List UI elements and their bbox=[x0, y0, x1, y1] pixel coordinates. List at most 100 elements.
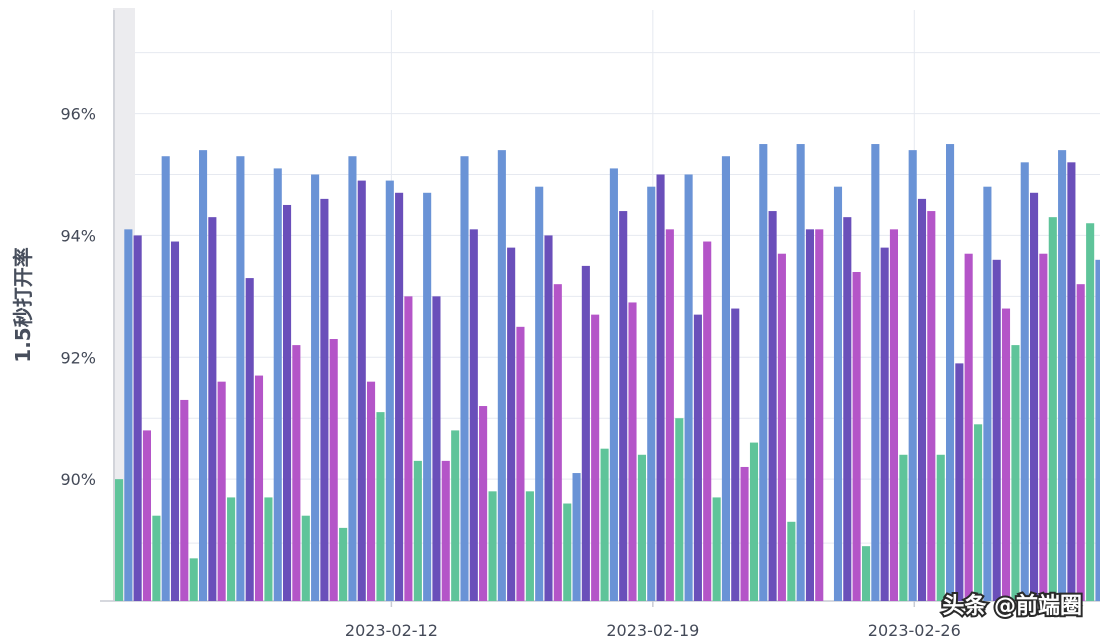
bar-s1-g6 bbox=[348, 156, 357, 601]
bar-s1-g12 bbox=[572, 473, 581, 601]
bar-s3-g4 bbox=[292, 345, 301, 601]
bar-s0-g16 bbox=[712, 497, 721, 601]
bar-s3-g20 bbox=[889, 229, 898, 601]
bar-s3-g24 bbox=[1039, 253, 1048, 601]
x-tick-labels: 2023-02-12 2023-02-19 2023-02-26 bbox=[345, 601, 961, 640]
bar-s0-g12 bbox=[563, 503, 572, 601]
bar-s1-g23 bbox=[983, 186, 992, 601]
bar-s2-g3 bbox=[245, 278, 254, 601]
bar-s3-g16 bbox=[740, 466, 749, 601]
y-tick-labels: 90% 92% 94% 96% bbox=[60, 105, 96, 490]
bar-s2-g1 bbox=[170, 241, 180, 602]
bar-s2-g21 bbox=[917, 198, 927, 601]
bar-s0-g7 bbox=[376, 412, 385, 601]
bar-s2-g23 bbox=[992, 259, 1001, 601]
bar-s2-g11 bbox=[544, 235, 553, 601]
bar-s3-g13 bbox=[628, 302, 637, 601]
bar-s2-g7 bbox=[395, 192, 404, 601]
bar-s1-g13 bbox=[609, 168, 618, 602]
bar-s1-g11 bbox=[535, 186, 544, 601]
bar-s2-g5 bbox=[320, 198, 329, 601]
bar-s0-g14 bbox=[637, 454, 646, 601]
bar-s3-g18 bbox=[815, 229, 824, 601]
bar-s2-g13 bbox=[619, 211, 628, 601]
bar-s3-g3 bbox=[254, 375, 264, 601]
bar-s3-g0 bbox=[142, 430, 151, 601]
bar-s3-g2 bbox=[217, 381, 226, 601]
bar-s3-g7 bbox=[404, 296, 413, 601]
x-tick-label: 2023-02-19 bbox=[606, 621, 699, 640]
bar-s0-g11 bbox=[525, 491, 534, 601]
watermark-text: 头条 @前端圈 bbox=[942, 593, 1082, 619]
y-tick-label: 94% bbox=[60, 226, 96, 245]
bar-s0-g24 bbox=[1011, 345, 1020, 601]
bar-s0-g2 bbox=[189, 558, 198, 601]
bar-s1-g21 bbox=[908, 150, 917, 601]
bar-s3-g6 bbox=[367, 381, 376, 601]
bar-s1-g3 bbox=[236, 156, 245, 601]
bar-s3-g14 bbox=[665, 229, 674, 601]
bar-s3-g23 bbox=[1001, 308, 1011, 601]
bar-s1-g1 bbox=[161, 156, 170, 601]
bar-s0-g17 bbox=[749, 442, 759, 601]
bar-s1-g8 bbox=[423, 192, 432, 601]
bar-s0-g18 bbox=[787, 521, 796, 601]
bar-s2-g10 bbox=[507, 247, 516, 601]
bar-s2-g20 bbox=[880, 247, 889, 601]
bar-s2-g0 bbox=[133, 235, 142, 601]
x-tick-label: 2023-02-12 bbox=[345, 621, 438, 640]
bar-s0-g8 bbox=[413, 460, 422, 601]
bar-s2-g25 bbox=[1067, 162, 1076, 601]
bar-s3-g8 bbox=[441, 460, 450, 601]
bar-s0-g4 bbox=[264, 497, 273, 601]
bar-s0-g1 bbox=[152, 515, 161, 601]
bar-s2-g19 bbox=[843, 217, 852, 601]
bar-s2-g2 bbox=[208, 217, 217, 601]
bar-s1-g20 bbox=[871, 144, 880, 601]
bar-s0-g6 bbox=[339, 527, 348, 601]
bar-s1-g19 bbox=[833, 186, 843, 601]
y-tick-label: 90% bbox=[60, 470, 96, 489]
bar-s3-g12 bbox=[591, 314, 600, 601]
bar-s3-g5 bbox=[329, 339, 338, 601]
bar-s1-g4 bbox=[273, 168, 282, 602]
bar-s3-g9 bbox=[479, 406, 488, 601]
bar-s2-g4 bbox=[283, 204, 292, 602]
bar-s1-g26 bbox=[1095, 259, 1100, 601]
bar-s0-g9 bbox=[451, 430, 460, 601]
bar-s1-g5 bbox=[311, 174, 320, 601]
bar-s1-g16 bbox=[721, 156, 730, 601]
y-tick-label: 92% bbox=[60, 348, 96, 367]
bar-s0-g13 bbox=[600, 448, 609, 601]
bar-s0-g5 bbox=[301, 515, 310, 601]
bar-s0-g25 bbox=[1048, 217, 1057, 601]
bar-s2-g9 bbox=[469, 229, 478, 601]
bar-s3-g1 bbox=[180, 399, 189, 601]
bars bbox=[115, 144, 1100, 602]
bar-s2-g16 bbox=[731, 308, 740, 601]
bar-s0-g23 bbox=[974, 424, 983, 601]
x-tick-label: 2023-02-26 bbox=[868, 621, 961, 640]
watermark: 头条 @前端圈 bbox=[940, 591, 1084, 621]
bar-s3-g15 bbox=[703, 241, 712, 602]
bar-s3-g10 bbox=[516, 326, 525, 601]
y-axis-label: 1.5秒打开率 bbox=[11, 247, 35, 362]
bar-s1-g15 bbox=[684, 174, 693, 601]
bar-s2-g12 bbox=[581, 265, 590, 601]
y-tick-label: 96% bbox=[60, 105, 96, 124]
bar-s3-g11 bbox=[553, 284, 562, 601]
bar-s0-g22 bbox=[936, 454, 945, 601]
bar-s1-g10 bbox=[497, 150, 506, 601]
bar-s2-g18 bbox=[805, 229, 814, 601]
bar-s0-g15 bbox=[675, 418, 684, 601]
bar-s3-g19 bbox=[852, 271, 861, 601]
bar-s1-g25 bbox=[1058, 150, 1067, 601]
bar-s1-g9 bbox=[460, 156, 469, 601]
bar-s0-g10 bbox=[488, 491, 497, 601]
bar-s1-g18 bbox=[796, 144, 805, 601]
bar-s1-g24 bbox=[1020, 162, 1029, 601]
bar-s0-g21 bbox=[899, 454, 908, 601]
bar-s1-g0 bbox=[124, 229, 133, 601]
bar-s3-g22 bbox=[964, 253, 973, 601]
